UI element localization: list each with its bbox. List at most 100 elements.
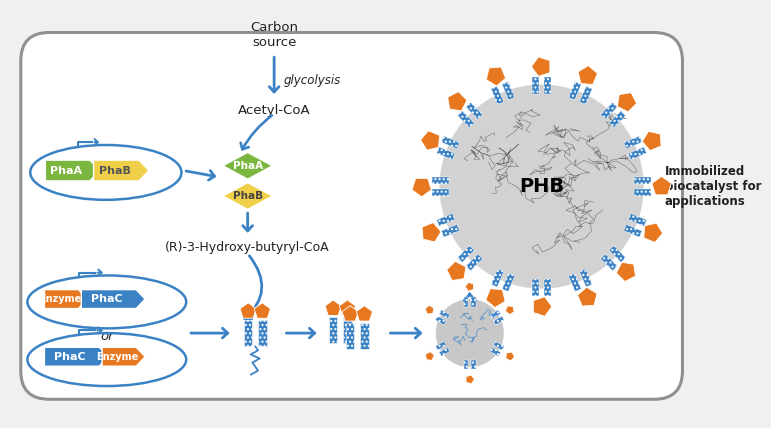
Polygon shape [93, 160, 149, 181]
Polygon shape [624, 224, 642, 237]
Polygon shape [505, 306, 514, 315]
Polygon shape [609, 246, 626, 262]
Polygon shape [601, 102, 618, 119]
Polygon shape [448, 92, 467, 111]
Polygon shape [568, 273, 581, 291]
Text: PhaA: PhaA [50, 166, 82, 175]
Text: PhaB: PhaB [99, 166, 130, 175]
Polygon shape [493, 341, 504, 350]
Polygon shape [642, 131, 662, 151]
Polygon shape [432, 189, 449, 196]
Polygon shape [490, 310, 500, 319]
Text: PHB: PHB [519, 177, 564, 196]
Text: PhaB: PhaB [233, 191, 263, 201]
Polygon shape [441, 136, 460, 149]
Polygon shape [346, 323, 355, 349]
Polygon shape [102, 347, 145, 366]
Polygon shape [487, 67, 506, 86]
Polygon shape [471, 360, 476, 369]
Circle shape [436, 299, 503, 367]
Polygon shape [490, 348, 500, 357]
Polygon shape [240, 303, 256, 318]
Polygon shape [628, 147, 647, 160]
Text: PhaC: PhaC [54, 352, 86, 362]
Polygon shape [502, 82, 515, 100]
Polygon shape [439, 310, 449, 319]
Text: Immobilized
biocatalyst for
applications: Immobilized biocatalyst for applications [665, 165, 761, 208]
Polygon shape [618, 93, 637, 112]
Polygon shape [635, 177, 651, 184]
Polygon shape [258, 320, 267, 346]
Polygon shape [223, 152, 272, 179]
Polygon shape [432, 177, 449, 184]
Polygon shape [329, 317, 338, 344]
Polygon shape [436, 214, 455, 226]
Polygon shape [466, 102, 483, 119]
Polygon shape [457, 111, 474, 128]
Polygon shape [441, 224, 460, 237]
Polygon shape [464, 297, 469, 307]
Polygon shape [244, 320, 252, 346]
Polygon shape [532, 77, 539, 94]
Polygon shape [578, 65, 598, 84]
Polygon shape [436, 316, 446, 325]
Polygon shape [544, 77, 551, 94]
Polygon shape [628, 214, 647, 226]
Polygon shape [457, 246, 474, 262]
Polygon shape [343, 317, 352, 344]
Polygon shape [439, 348, 449, 357]
Polygon shape [356, 306, 372, 321]
Polygon shape [644, 223, 662, 242]
Polygon shape [616, 262, 635, 282]
Text: Acetyl-CoA: Acetyl-CoA [237, 104, 311, 117]
Polygon shape [254, 303, 271, 318]
Polygon shape [531, 57, 550, 76]
Polygon shape [466, 254, 483, 271]
Text: Carbon
source: Carbon source [250, 21, 298, 49]
Text: (R)-3-Hydroxy-butyryl-CoA: (R)-3-Hydroxy-butyryl-CoA [165, 241, 330, 254]
Polygon shape [360, 323, 369, 349]
Polygon shape [580, 86, 592, 104]
Polygon shape [502, 273, 515, 291]
Polygon shape [534, 297, 552, 316]
Polygon shape [544, 279, 551, 296]
Text: Enzyme: Enzyme [39, 294, 81, 304]
Text: glycolysis: glycolysis [284, 74, 341, 87]
Polygon shape [446, 262, 466, 280]
Polygon shape [466, 375, 474, 384]
Polygon shape [491, 269, 503, 287]
Polygon shape [412, 178, 432, 197]
Polygon shape [491, 86, 503, 104]
Polygon shape [568, 82, 581, 100]
Polygon shape [45, 290, 88, 309]
Polygon shape [339, 300, 355, 315]
Polygon shape [465, 282, 473, 291]
Polygon shape [325, 300, 342, 315]
Circle shape [439, 84, 644, 288]
Text: Enzyme: Enzyme [96, 352, 139, 362]
FancyBboxPatch shape [21, 33, 682, 399]
Polygon shape [342, 306, 359, 321]
Polygon shape [532, 279, 539, 296]
Polygon shape [635, 189, 651, 196]
Polygon shape [624, 136, 642, 149]
Polygon shape [601, 254, 618, 271]
Polygon shape [425, 305, 434, 314]
Text: or: or [100, 330, 113, 343]
Polygon shape [436, 147, 455, 160]
Text: PhaC: PhaC [91, 294, 123, 304]
Polygon shape [651, 176, 672, 195]
Polygon shape [421, 131, 439, 150]
Polygon shape [223, 183, 272, 209]
Polygon shape [493, 316, 504, 325]
Polygon shape [426, 352, 434, 360]
Text: PhaA: PhaA [233, 161, 263, 171]
Polygon shape [422, 223, 441, 242]
Polygon shape [486, 289, 505, 308]
Polygon shape [506, 352, 514, 361]
Polygon shape [577, 287, 597, 306]
Polygon shape [464, 360, 469, 369]
Polygon shape [580, 269, 592, 287]
Polygon shape [436, 341, 446, 350]
Polygon shape [471, 297, 476, 307]
